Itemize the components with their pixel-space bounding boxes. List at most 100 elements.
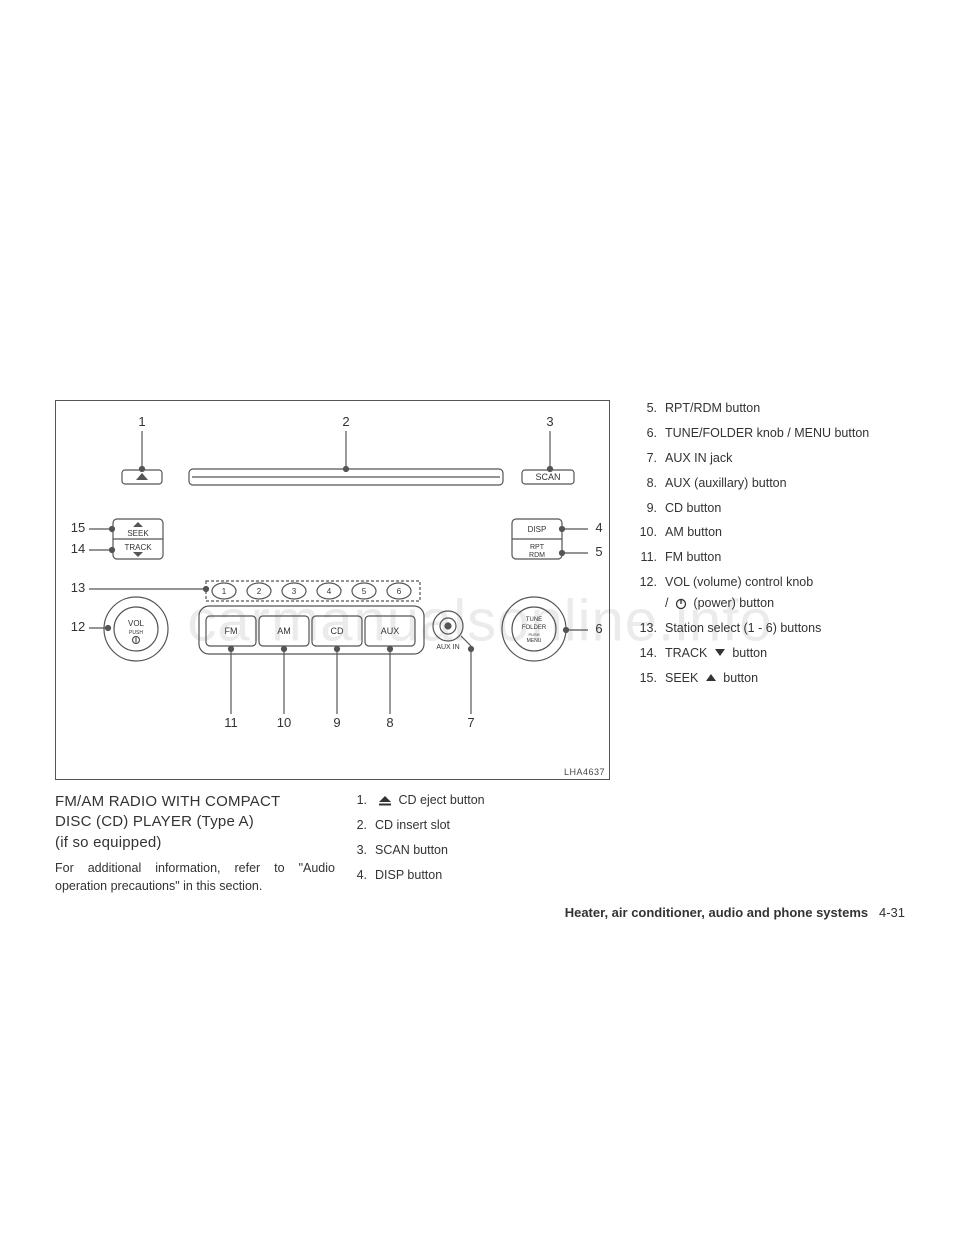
list-item-text: AM button	[665, 524, 905, 541]
svg-text:9: 9	[333, 715, 340, 730]
svg-text:PUSH: PUSH	[129, 630, 143, 636]
svg-text:DISP: DISP	[528, 525, 547, 534]
footer-section: Heater, air conditioner, audio and phone…	[565, 905, 868, 920]
list-item: / (power) button	[635, 595, 905, 612]
list-item-number: 12.	[635, 574, 657, 591]
svg-text:2: 2	[257, 587, 262, 596]
list-item-number: 2.	[345, 817, 367, 834]
svg-text:7: 7	[467, 715, 474, 730]
list-item-text: AUX (auxillary) button	[665, 475, 905, 492]
svg-text:6: 6	[595, 621, 602, 636]
svg-text:15: 15	[71, 520, 85, 535]
svg-text:AM: AM	[277, 626, 291, 636]
list-item-text: Station select (1 - 6) buttons	[665, 620, 905, 637]
svg-text:TRACK: TRACK	[124, 543, 152, 552]
list-item-text: TRACK button	[665, 645, 905, 662]
list-item: 11. FM button	[635, 549, 905, 566]
triangle-down-icon	[714, 648, 726, 658]
list-item: 9. CD button	[635, 500, 905, 517]
svg-text:4: 4	[327, 587, 332, 596]
svg-text:11: 11	[224, 715, 238, 730]
list-item: 13. Station select (1 - 6) buttons	[635, 620, 905, 637]
triangle-up-icon	[705, 673, 717, 683]
svg-text:AUX IN: AUX IN	[436, 644, 459, 651]
svg-text:RDM: RDM	[529, 552, 545, 559]
list-item-text: CD button	[665, 500, 905, 517]
list-item-number: 10.	[635, 524, 657, 541]
svg-text:PUSH: PUSH	[528, 632, 539, 637]
svg-text:CD: CD	[331, 626, 344, 636]
section-body: For additional information, refer to "Au…	[55, 859, 335, 895]
list-item: 3. SCAN button	[345, 842, 605, 859]
list-item-number: 13.	[635, 620, 657, 637]
svg-text:TUNE: TUNE	[526, 617, 542, 623]
page: carmanualsonline.info 1 2 3	[0, 0, 960, 1242]
list-item-text: SCAN button	[375, 842, 605, 859]
svg-text:AUX: AUX	[381, 626, 400, 636]
svg-text:MENU: MENU	[527, 638, 542, 644]
list-item-number: 1.	[345, 792, 367, 809]
list-item: 15. SEEK button	[635, 670, 905, 687]
svg-text:8: 8	[386, 715, 393, 730]
list-item-number: 11.	[635, 549, 657, 566]
svg-text:3: 3	[292, 587, 297, 596]
svg-text:SCAN: SCAN	[535, 472, 560, 482]
list-item-text: SEEK button	[665, 670, 905, 687]
list-item: 5. RPT/RDM button	[635, 400, 905, 417]
list-item-number: 15.	[635, 670, 657, 687]
list-item-number: 7.	[635, 450, 657, 467]
svg-text:10: 10	[277, 715, 291, 730]
list-item: 4. DISP button	[345, 867, 605, 884]
svg-text:FM: FM	[225, 626, 238, 636]
list-item: 10. AM button	[635, 524, 905, 541]
svg-text:1: 1	[138, 414, 145, 429]
svg-text:RPT: RPT	[530, 544, 545, 551]
list-item: 2. CD insert slot	[345, 817, 605, 834]
list-item-number: 6.	[635, 425, 657, 442]
svg-text:VOL: VOL	[128, 619, 145, 628]
list-item-text: CD eject button	[375, 792, 605, 809]
svg-text:FOLDER: FOLDER	[522, 625, 547, 631]
eject-icon	[378, 796, 392, 806]
legend-list-mid: 1. CD eject button 2. CD insert slot 3. SCAN…	[345, 792, 605, 884]
svg-text:3: 3	[546, 414, 553, 429]
list-item-number: 5.	[635, 400, 657, 417]
list-item-number: 9.	[635, 500, 657, 517]
section-heading-line3: (if so equipped)	[55, 833, 335, 853]
list-item: 12.VOL (volume) control knob	[635, 574, 905, 591]
svg-text:SEEK: SEEK	[127, 529, 149, 538]
section-heading-line1: FM/AM RADIO WITH COMPACT	[55, 792, 335, 812]
svg-text:2: 2	[342, 414, 349, 429]
list-item: 7. AUX IN jack	[635, 450, 905, 467]
list-item-text: AUX IN jack	[665, 450, 905, 467]
power-icon	[675, 598, 687, 610]
list-item-number: 14.	[635, 645, 657, 662]
diagram-ref: LHA4637	[564, 767, 605, 777]
list-item-number: 8.	[635, 475, 657, 492]
list-item-number: 3.	[345, 842, 367, 859]
list-item-text: DISP button	[375, 867, 605, 884]
list-item: 14. TRACK button	[635, 645, 905, 662]
list-item-number: 4.	[345, 867, 367, 884]
svg-text:12: 12	[71, 619, 85, 634]
list-item-text: TUNE/FOLDER knob / MENU button	[665, 425, 905, 442]
svg-text:13: 13	[71, 580, 85, 595]
page-footer: Heater, air conditioner, audio and phone…	[0, 905, 960, 920]
list-item: 8. AUX (auxillary) button	[635, 475, 905, 492]
list-item-text: RPT/RDM button	[665, 400, 905, 417]
list-item-text: CD insert slot	[375, 817, 605, 834]
mid-column: 1. CD eject button 2. CD insert slot 3. SCAN…	[345, 792, 605, 892]
left-column: FM/AM RADIO WITH COMPACT DISC (CD) PLAYE…	[55, 792, 335, 895]
list-item: 1. CD eject button	[345, 792, 605, 809]
svg-text:6: 6	[397, 587, 402, 596]
section-heading-line2: DISC (CD) PLAYER (Type A)	[55, 812, 335, 832]
legend-list-right: 5. RPT/RDM button 6. TUNE/FOLDER knob / MEN…	[635, 400, 905, 687]
list-item-text: FM button	[665, 549, 905, 566]
list-item: 6. TUNE/FOLDER knob / MENU button	[635, 425, 905, 442]
svg-text:4: 4	[595, 520, 602, 535]
svg-text:5: 5	[362, 587, 367, 596]
svg-text:1: 1	[222, 587, 227, 596]
svg-text:14: 14	[71, 541, 85, 556]
footer-page: 4-31	[879, 905, 905, 920]
radio-diagram: 1 2 3 SCAN 15 14	[55, 400, 610, 780]
